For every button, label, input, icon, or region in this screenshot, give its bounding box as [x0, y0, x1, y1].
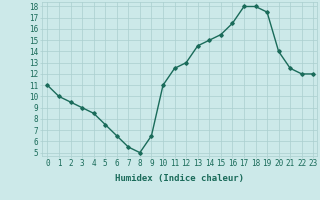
X-axis label: Humidex (Indice chaleur): Humidex (Indice chaleur): [115, 174, 244, 183]
